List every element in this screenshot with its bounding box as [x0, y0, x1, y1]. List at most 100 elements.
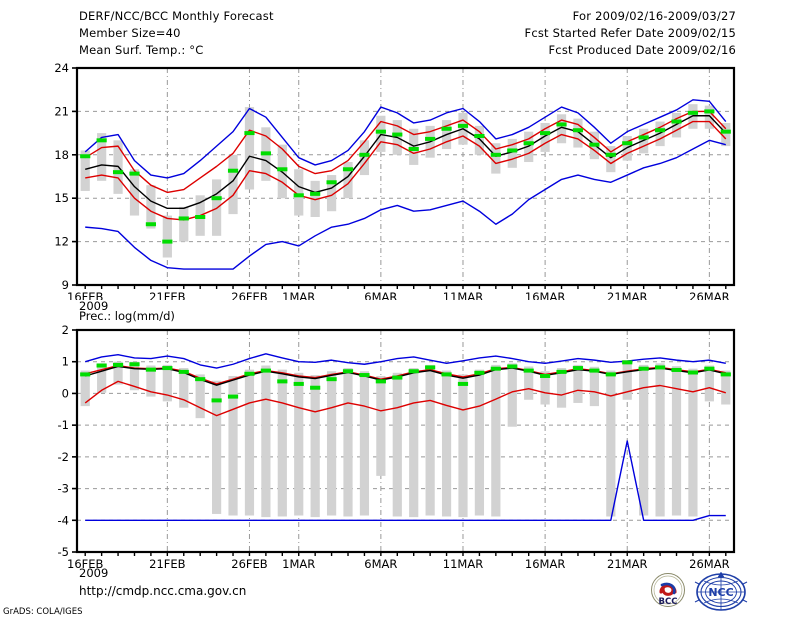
ensemble-spread-bar	[80, 370, 90, 407]
series-ensemble-min	[85, 440, 726, 521]
ensemble-spread-bar	[228, 375, 238, 516]
ensemble-spread-bar	[441, 370, 452, 517]
plot-frame	[75, 328, 736, 554]
series-lower-quartile	[85, 120, 727, 221]
x-tick-label: 16MAR	[525, 557, 565, 571]
ensemble-spread-bar	[573, 364, 583, 403]
y-tick-label: 12	[54, 235, 69, 249]
y-tick-label: -3	[58, 482, 69, 496]
y-tick-label: 2	[62, 323, 69, 337]
ensemble-spread-bar	[146, 185, 156, 229]
variable-label-temperature: Mean Surf. Temp.: °C	[79, 43, 204, 57]
ensemble-spread-bar	[507, 363, 517, 427]
ensemble-spread-bar	[310, 375, 320, 518]
ensemble-spread-bar	[179, 368, 189, 408]
ensemble-spread-bar	[491, 143, 501, 174]
ensemble-spread-bar	[326, 175, 337, 212]
x-tick-label: 26MAR	[689, 557, 729, 571]
ensemble-spread-bar	[212, 380, 222, 514]
y-tick-label: -5	[58, 545, 69, 559]
ensemble-spread-bar	[606, 370, 616, 517]
ensemble-spread-bar	[113, 361, 123, 385]
ensemble-spread-bar	[507, 138, 517, 168]
y-tick-label: 21	[54, 104, 69, 118]
y-tick-label: 9	[62, 278, 69, 292]
ensemble-spread-bar	[606, 146, 616, 173]
x-tick-label: 6MAR	[364, 557, 397, 571]
ensemble-spread-bar	[671, 366, 682, 516]
grads-credit: GrADS: COLA/IGES	[3, 607, 83, 617]
source-url[interactable]: http://cmdp.ncc.cma.gov.cn	[79, 584, 247, 598]
chart-title: DERF/NCC/BCC Monthly Forecast	[79, 9, 274, 23]
ensemble-spread-bar	[359, 371, 370, 516]
ensemble-spread-bar	[146, 365, 156, 397]
ncc-logo: NCC	[694, 571, 748, 611]
series-median	[85, 115, 727, 210]
ensemble-spread-bar	[162, 215, 172, 258]
bcc-logo: BCC	[651, 573, 685, 607]
x-tick-label: 16FEB	[67, 557, 104, 571]
bcc-logo-text: BCC	[659, 597, 678, 607]
x-tick-label: 21MAR	[607, 290, 647, 300]
ensemble-spread-bar	[556, 368, 567, 408]
ensemble-spread-bar	[392, 372, 402, 517]
forecast-range-label: For 2009/02/16-2009/03/27	[572, 9, 736, 23]
x-tick-label: 21FEB	[149, 557, 186, 571]
series-ensemble-min	[85, 139, 726, 270]
ncc-logo-text: NCC	[708, 586, 733, 599]
y-tick-label: -2	[58, 450, 69, 464]
ensemble-spread-bar	[277, 369, 287, 517]
plot-frame	[75, 66, 736, 287]
series-upper-quartile	[84, 110, 727, 194]
x-tick-label: 16MAR	[525, 290, 565, 300]
x-tick-label: 21MAR	[607, 557, 647, 571]
ensemble-spread-bar	[244, 369, 255, 516]
ensemble-spread-bar	[704, 365, 714, 402]
ensemble-spread-bar	[244, 107, 255, 190]
y-tick-label: 1	[62, 355, 69, 369]
temperature-chart: 9 12 15 18 21 24 16FEB 21FEB 26FEB 1MAR 6MAR 11MAR 1…	[54, 61, 736, 300]
series-ensemble-max	[84, 99, 727, 179]
ensemble-spread-bar	[589, 366, 599, 407]
x-tick-label: 1MAR	[282, 557, 315, 571]
ensemble-spread-bar	[129, 361, 140, 391]
ensemble-spread-bar	[721, 370, 731, 405]
ensemble-spread-bar	[425, 364, 435, 516]
ensemble-spread-bar	[540, 122, 550, 152]
x-tick-label: 16FEB	[67, 290, 104, 300]
series-lower-quartile	[84, 380, 726, 417]
ensemble-spread-bar	[129, 169, 140, 216]
ensemble-spread-bar	[655, 363, 665, 517]
ensemble-spread-bar	[376, 115, 386, 152]
ensemble-spread-bar	[540, 371, 550, 405]
y-tick-label: -1	[58, 418, 69, 432]
ensemble-spread-bar	[343, 368, 353, 517]
ensemble-spread-bar	[179, 206, 189, 242]
ensemble-spread-bar	[80, 150, 90, 191]
ensemble-spread-bar	[639, 364, 649, 516]
y-tick-label: -4	[58, 513, 69, 527]
ensemble-spread-bar	[228, 154, 238, 215]
ensemble-spread-bar	[524, 366, 534, 400]
ensemble-spread-bar	[310, 180, 320, 218]
ensemble-spread-bar	[556, 114, 567, 144]
y-tick-label: 24	[54, 61, 69, 75]
ensemble-spread-bar	[704, 105, 714, 129]
x-tick-label: 26MAR	[689, 290, 729, 300]
y-tick-label: 18	[54, 148, 69, 162]
series-ensemble-max	[85, 353, 726, 369]
ensemble-spread-bar	[622, 360, 632, 400]
ensemble-spread-bar	[376, 375, 386, 476]
ensemble-spread-bar	[458, 374, 468, 518]
x-tick-label: 26FEB	[231, 290, 268, 300]
ensemble-spread-bar	[359, 140, 370, 176]
x-tick-label: 26FEB	[231, 557, 268, 571]
ensemble-spread-bar	[688, 368, 698, 517]
ensemble-spread-bar	[97, 363, 107, 393]
ensemble-spread-bar	[721, 122, 731, 147]
series-median	[85, 365, 726, 386]
ensemble-spread-bar	[409, 368, 419, 518]
year-label-bottom: 2009	[79, 566, 109, 580]
year-label-top: 2009	[79, 299, 109, 313]
